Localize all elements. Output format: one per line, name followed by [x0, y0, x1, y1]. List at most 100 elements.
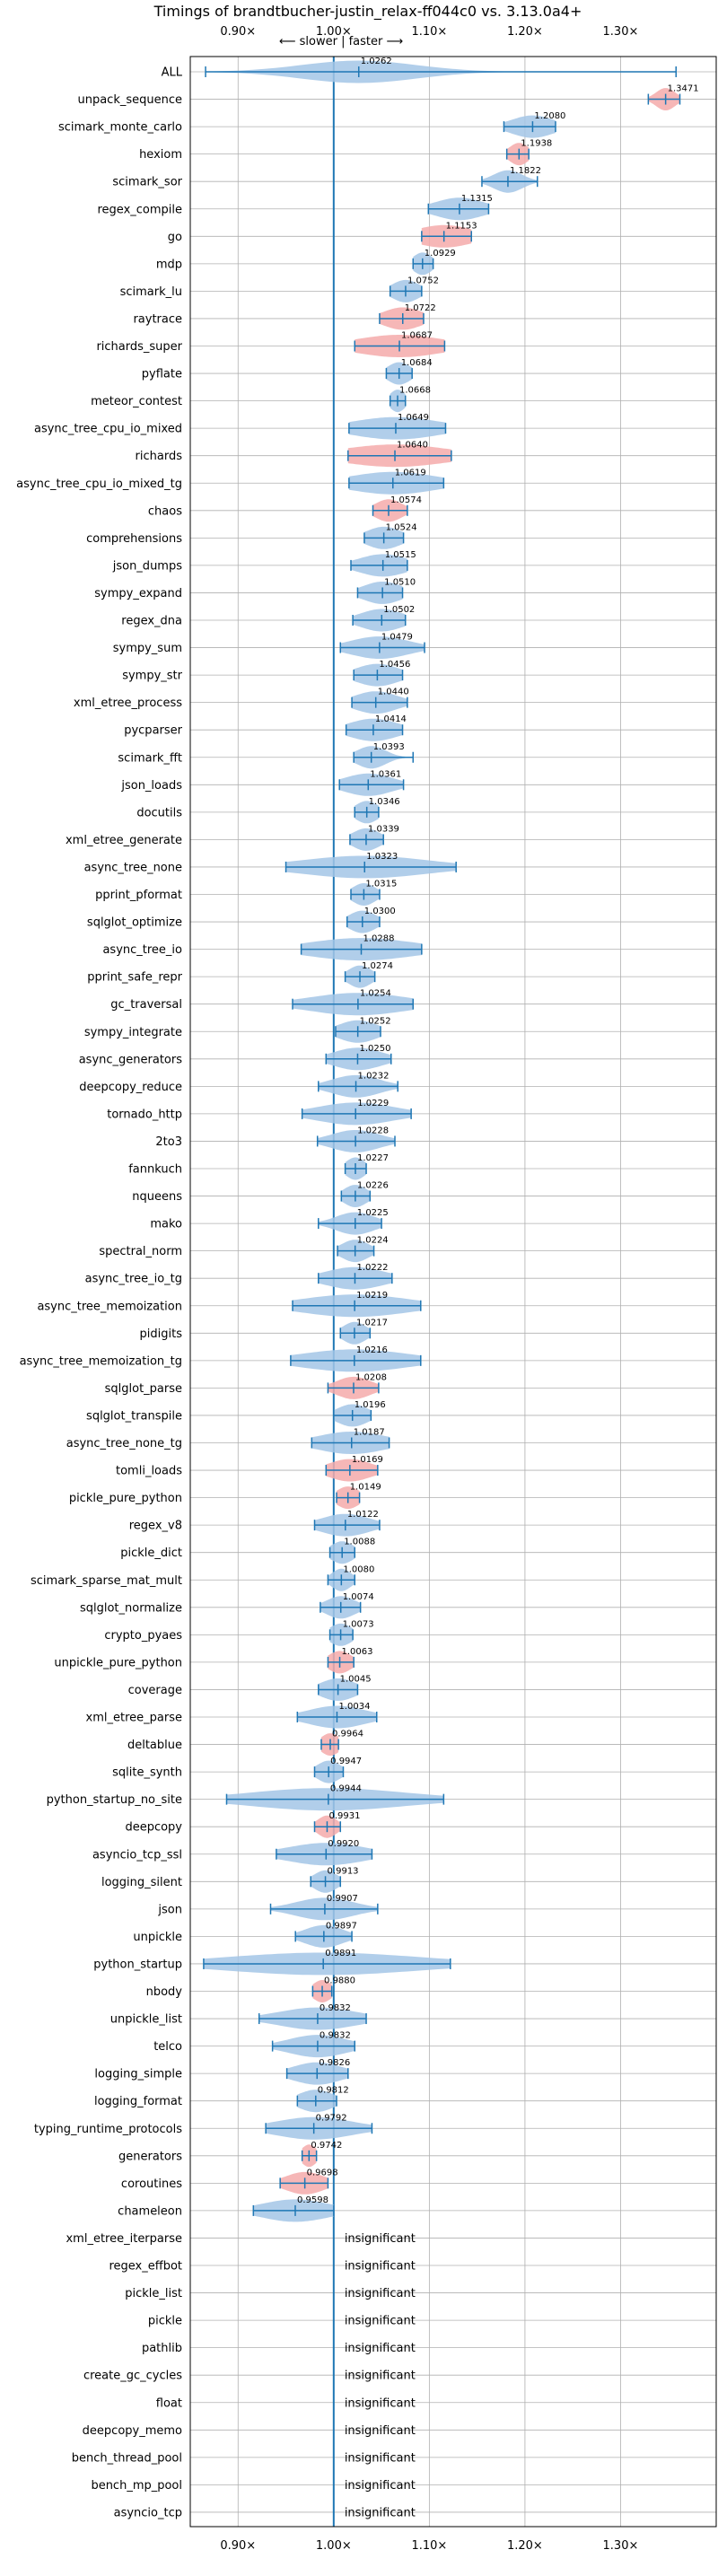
benchmark-label: typing_runtime_protocols — [34, 2123, 182, 2136]
value-label: 0.9880 — [324, 1976, 355, 1986]
benchmark-label: xml_etree_iterparse — [66, 2232, 182, 2246]
benchmark-label: chaos — [148, 504, 182, 518]
value-label: 1.0684 — [401, 358, 433, 368]
benchmark-label: sympy_integrate — [84, 1026, 182, 1039]
value-label: 1.0232 — [358, 1071, 390, 1081]
benchmark-label: unpack_sequence — [77, 93, 182, 107]
value-label: 0.9920 — [328, 1839, 359, 1849]
value-label: 1.0687 — [401, 331, 433, 341]
benchmark-label: scimark_sparse_mat_mult — [31, 1574, 182, 1588]
value-label: 1.0456 — [379, 660, 410, 670]
benchmark-label: pycparser — [124, 724, 182, 738]
benchmark-label: pickle_list — [125, 2287, 182, 2300]
benchmark-label: sqlglot_normalize — [80, 1601, 182, 1615]
insignificant-label: insignificant — [345, 2260, 416, 2274]
benchmark-label: pickle_dict — [120, 1546, 182, 1560]
value-label: 0.9947 — [330, 1757, 362, 1766]
value-label: 1.0217 — [356, 1318, 388, 1327]
value-label: 1.0074 — [343, 1592, 374, 1602]
violin-layer — [203, 60, 681, 2222]
benchmark-label: sqlglot_parse — [105, 1382, 182, 1396]
benchmark-label: bench_mp_pool — [91, 2479, 182, 2493]
benchmark-label: docutils — [136, 806, 182, 819]
value-label: 0.9897 — [326, 1921, 357, 1931]
plot-frame — [189, 56, 717, 2528]
value-label: 1.0323 — [366, 852, 398, 862]
benchmark-label: logging_format — [94, 2095, 182, 2108]
value-label: 0.9907 — [327, 1894, 358, 1904]
value-label: 1.0254 — [360, 989, 391, 999]
value-label: 1.2080 — [534, 111, 565, 121]
benchmark-label: telco — [153, 2040, 182, 2054]
benchmark-label: gc_traversal — [110, 998, 182, 1012]
benchmark-label: sympy_expand — [94, 587, 182, 600]
value-label: 1.0122 — [347, 1510, 379, 1520]
benchmark-label: logging_simple — [94, 2068, 182, 2081]
benchmark-label: tornado_http — [107, 1108, 182, 1121]
benchmark-label: go — [168, 231, 182, 244]
benchmark-label: pprint_safe_repr — [87, 971, 182, 985]
value-label: 1.1938 — [521, 139, 552, 149]
benchmark-label: regex_v8 — [129, 1520, 182, 1533]
benchmark-label: async_tree_none_tg — [66, 1437, 182, 1450]
benchmark-label: pyflate — [142, 368, 182, 381]
benchmark-label: deepcopy_reduce — [79, 1081, 182, 1094]
benchmark-label: async_tree_io_tg — [85, 1273, 182, 1286]
insignificant-label: insignificant — [345, 2370, 416, 2383]
benchmark-label: sympy_str — [122, 670, 182, 683]
value-label: 1.0225 — [357, 1208, 389, 1218]
insignificant-label: insignificant — [345, 2424, 416, 2438]
benchmark-label: pprint_pformat — [95, 889, 182, 902]
value-label: 0.9964 — [332, 1730, 363, 1739]
value-label: 1.0479 — [381, 633, 413, 643]
value-label: 1.0196 — [355, 1400, 386, 1410]
x-tick-label-top: 1.30× — [603, 25, 639, 39]
value-label: 1.0414 — [375, 714, 407, 724]
x-tick-label-bottom: 0.90× — [220, 2539, 256, 2553]
insignificant-label: insignificant — [345, 2342, 416, 2355]
x-tick-label-bottom: 1.20× — [507, 2539, 543, 2553]
value-label: 1.0288 — [363, 934, 395, 944]
value-label: 1.0063 — [342, 1647, 373, 1657]
benchmark-label: sqlite_synth — [112, 1766, 182, 1780]
chart-title: Timings of brandtbucher-justin_relax-ff0… — [153, 3, 582, 21]
value-label: 1.0252 — [360, 1016, 391, 1026]
benchmark-label: coroutines — [121, 2177, 182, 2191]
value-label: 1.0229 — [357, 1099, 389, 1108]
value-label: 1.0619 — [395, 468, 426, 478]
benchmark-label: raytrace — [133, 312, 182, 326]
x-tick-label-top: 1.20× — [507, 25, 543, 39]
value-label: 1.0361 — [370, 769, 401, 779]
value-label: 1.0524 — [386, 522, 417, 532]
value-label: 1.0080 — [343, 1564, 374, 1574]
value-label: 0.9944 — [330, 1784, 362, 1794]
benchmark-label: spectral_norm — [99, 1245, 182, 1258]
benchmark-label: xml_etree_generate — [66, 834, 182, 847]
value-label: 1.0502 — [383, 605, 415, 615]
value-label: 1.0574 — [390, 495, 422, 505]
value-label: 1.3471 — [668, 84, 699, 94]
value-label: 1.0250 — [359, 1044, 390, 1054]
benchmark-label: pickle_pure_python — [69, 1492, 182, 1505]
benchmark-label: async_tree_memoization — [37, 1300, 182, 1313]
benchmark-label: scimark_monte_carlo — [58, 121, 182, 135]
x-tick-label-top: 1.10× — [411, 25, 447, 39]
benchmark-label: regex_compile — [97, 203, 182, 216]
benchmark-label: json — [157, 1903, 182, 1916]
value-label: 1.0228 — [357, 1126, 389, 1135]
benchmark-label: generators — [118, 2150, 182, 2163]
value-label: 1.0208 — [355, 1372, 387, 1382]
insignificant-label: insignificant — [345, 2287, 416, 2300]
direction-note: ⟵ slower | faster ⟶ — [279, 35, 403, 48]
value-label: 0.9832 — [320, 2031, 351, 2041]
benchmark-label: asyncio_tcp_ssl — [92, 1848, 182, 1862]
benchmark-label: sympy_sum — [113, 642, 182, 655]
value-label: 1.0649 — [398, 413, 429, 423]
value-label: 1.0088 — [344, 1538, 375, 1547]
benchmark-label: async_tree_io — [102, 943, 182, 957]
value-label: 1.0393 — [373, 742, 405, 752]
value-label: 1.0346 — [369, 797, 400, 807]
value-label: 1.0187 — [354, 1428, 385, 1438]
benchmark-label: async_tree_none — [84, 861, 182, 874]
insignificant-label: insignificant — [345, 2315, 416, 2328]
